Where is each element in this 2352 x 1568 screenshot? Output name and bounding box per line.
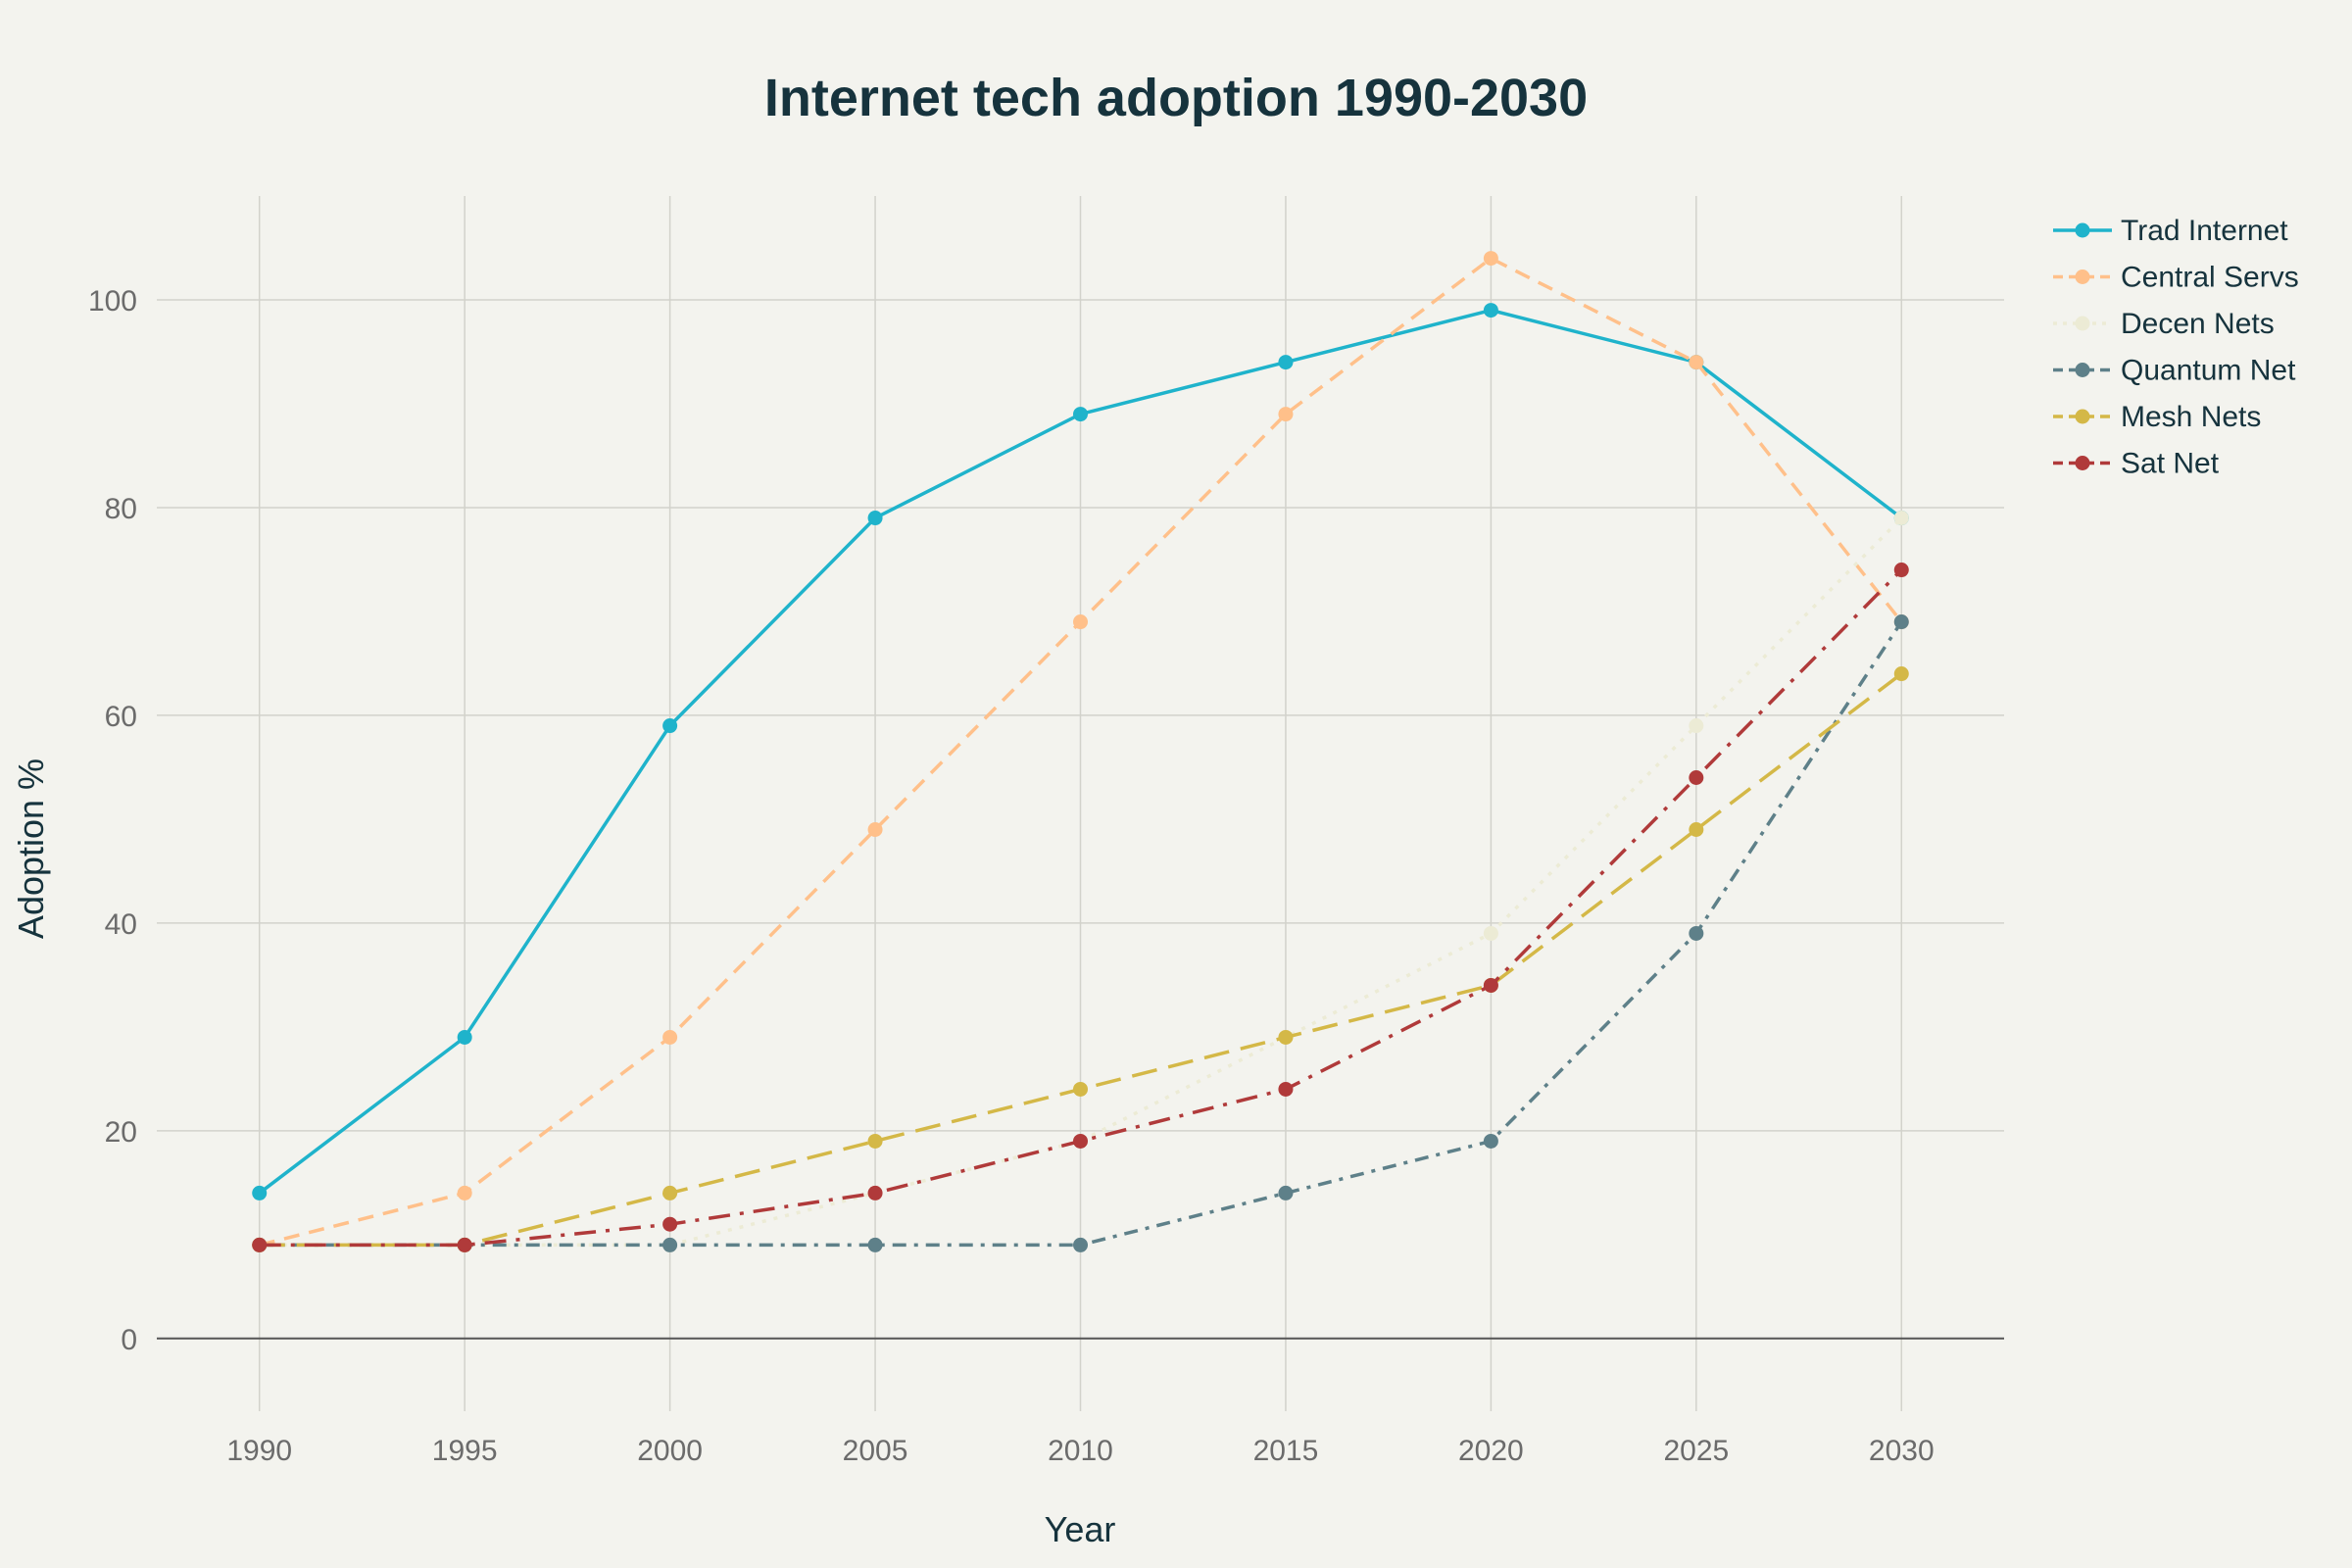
data-point bbox=[1073, 1237, 1088, 1252]
x-axis-title: Year bbox=[1045, 1509, 1116, 1549]
legend-label: Mesh Nets bbox=[2121, 401, 2261, 433]
data-point bbox=[1278, 1081, 1294, 1097]
x-tick-label: 2025 bbox=[1663, 1435, 1729, 1467]
x-axis-ticks: 1990 1995 2000 2005 2010 2015 2020 2025 2030 bbox=[226, 1435, 1934, 1467]
legend-swatch-marker bbox=[2075, 316, 2090, 331]
legend: Trad Internet Central Servs Decen Nets Quan… bbox=[2053, 215, 2299, 480]
data-point bbox=[457, 1237, 472, 1252]
data-point bbox=[1073, 1081, 1088, 1097]
data-point bbox=[1689, 821, 1704, 837]
legend-label: Quantum Net bbox=[2121, 355, 2296, 387]
data-point bbox=[662, 1237, 678, 1252]
data-point bbox=[1278, 1029, 1294, 1045]
x-tick-label: 2000 bbox=[637, 1435, 703, 1467]
legend-swatch-marker bbox=[2075, 222, 2090, 238]
data-point bbox=[1689, 355, 1704, 370]
x-tick-label: 2010 bbox=[1048, 1435, 1113, 1467]
legend-label: Trad Internet bbox=[2121, 215, 2288, 247]
data-point bbox=[1483, 1133, 1498, 1149]
legend-swatch-marker bbox=[2075, 363, 2090, 377]
data-point bbox=[1689, 770, 1704, 786]
data-point bbox=[1278, 407, 1294, 422]
legend-item: Trad Internet bbox=[2053, 215, 2288, 247]
legend-item: Central Servs bbox=[2053, 262, 2299, 294]
data-point bbox=[1483, 925, 1498, 941]
x-tick-label: 2015 bbox=[1253, 1435, 1319, 1467]
data-point bbox=[1073, 407, 1088, 422]
data-point bbox=[1483, 977, 1498, 993]
data-point bbox=[457, 1029, 472, 1045]
x-tick-label: 2030 bbox=[1869, 1435, 1935, 1467]
x-tick-label: 2005 bbox=[843, 1435, 908, 1467]
y-tick-label: 40 bbox=[105, 908, 137, 941]
data-point bbox=[1483, 251, 1498, 267]
legend-swatch-marker bbox=[2075, 456, 2090, 470]
data-point bbox=[1483, 303, 1498, 318]
data-point bbox=[662, 1185, 678, 1200]
chart-title: Internet tech adoption 1990-2030 bbox=[764, 69, 1588, 127]
data-point bbox=[662, 1029, 678, 1045]
series-lines bbox=[252, 251, 1909, 1252]
data-point bbox=[1073, 614, 1088, 630]
x-tick-label: 1995 bbox=[432, 1435, 498, 1467]
series-line bbox=[259, 620, 1903, 1248]
y-tick-label: 100 bbox=[88, 285, 137, 318]
data-point bbox=[1893, 511, 1909, 526]
data-point bbox=[867, 1133, 883, 1149]
x-tick-label: 2020 bbox=[1458, 1435, 1524, 1467]
series-sat-net bbox=[252, 563, 1909, 1252]
x-tick-label: 1990 bbox=[226, 1435, 292, 1467]
legend-item: Decen Nets bbox=[2053, 308, 2275, 340]
y-tick-label: 80 bbox=[105, 493, 137, 525]
data-point bbox=[1893, 666, 1909, 682]
data-point bbox=[1073, 1133, 1088, 1149]
data-point bbox=[252, 1237, 268, 1252]
data-point bbox=[1893, 614, 1909, 630]
y-tick-label: 20 bbox=[105, 1116, 137, 1149]
legend-item: Sat Net bbox=[2053, 448, 2220, 480]
y-axis-ticks: 0 20 40 60 80 100 bbox=[88, 285, 137, 1356]
data-point bbox=[867, 1185, 883, 1200]
y-tick-label: 60 bbox=[105, 701, 137, 733]
data-point bbox=[662, 1216, 678, 1232]
legend-label: Central Servs bbox=[2121, 262, 2299, 294]
legend-item: Mesh Nets bbox=[2053, 401, 2261, 433]
data-point bbox=[867, 821, 883, 837]
legend-item: Quantum Net bbox=[2053, 355, 2296, 387]
legend-swatch-marker bbox=[2075, 270, 2090, 284]
data-point bbox=[252, 1185, 268, 1200]
legend-label: Decen Nets bbox=[2121, 308, 2275, 340]
y-tick-label: 0 bbox=[121, 1324, 137, 1356]
legend-label: Sat Net bbox=[2121, 448, 2220, 480]
grid-lines bbox=[157, 196, 2004, 1411]
data-point bbox=[867, 511, 883, 526]
data-point bbox=[1689, 718, 1704, 734]
data-point bbox=[457, 1185, 472, 1200]
data-point bbox=[1278, 355, 1294, 370]
data-point bbox=[662, 718, 678, 734]
data-point bbox=[1893, 563, 1909, 578]
data-point bbox=[1278, 1185, 1294, 1200]
data-point bbox=[867, 1237, 883, 1252]
legend-swatch-marker bbox=[2075, 409, 2090, 424]
data-point bbox=[1689, 925, 1704, 941]
y-axis-title: Adoption % bbox=[11, 759, 51, 939]
